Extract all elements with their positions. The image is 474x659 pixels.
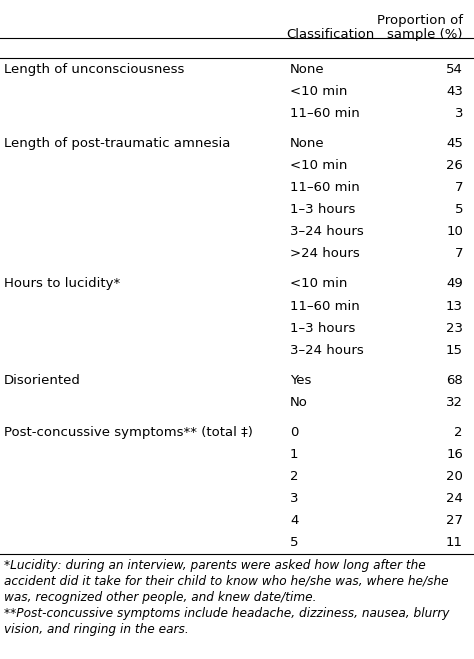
Text: Post-concussive symptoms** (total ‡): Post-concussive symptoms** (total ‡) — [4, 426, 253, 439]
Text: vision, and ringing in the ears.: vision, and ringing in the ears. — [4, 623, 189, 636]
Text: <10 min: <10 min — [290, 277, 347, 291]
Text: 20: 20 — [446, 470, 463, 483]
Text: Length of unconsciousness: Length of unconsciousness — [4, 63, 184, 76]
Text: 26: 26 — [446, 159, 463, 172]
Text: Hours to lucidity*: Hours to lucidity* — [4, 277, 120, 291]
Text: 2: 2 — [455, 426, 463, 439]
Text: was, recognized other people, and knew date/time.: was, recognized other people, and knew d… — [4, 591, 317, 604]
Text: No: No — [290, 396, 308, 409]
Text: 7: 7 — [455, 247, 463, 260]
Text: 11–60 min: 11–60 min — [290, 107, 360, 120]
Text: 15: 15 — [446, 344, 463, 357]
Text: 23: 23 — [446, 322, 463, 335]
Text: 10: 10 — [446, 225, 463, 238]
Text: None: None — [290, 63, 325, 76]
Text: 3–24 hours: 3–24 hours — [290, 344, 364, 357]
Text: Disoriented: Disoriented — [4, 374, 81, 387]
Text: 11–60 min: 11–60 min — [290, 181, 360, 194]
Text: 11: 11 — [446, 536, 463, 550]
Text: *Lucidity: during an interview, parents were asked how long after the: *Lucidity: during an interview, parents … — [4, 559, 426, 572]
Text: Length of post-traumatic amnesia: Length of post-traumatic amnesia — [4, 137, 230, 150]
Text: <10 min: <10 min — [290, 84, 347, 98]
Text: None: None — [290, 137, 325, 150]
Text: 32: 32 — [446, 396, 463, 409]
Text: Proportion of: Proportion of — [377, 14, 463, 27]
Text: 3–24 hours: 3–24 hours — [290, 225, 364, 238]
Text: 3: 3 — [455, 107, 463, 120]
Text: 16: 16 — [446, 448, 463, 461]
Text: 24: 24 — [446, 492, 463, 505]
Text: 68: 68 — [446, 374, 463, 387]
Text: 27: 27 — [446, 515, 463, 527]
Text: 13: 13 — [446, 299, 463, 312]
Text: 5: 5 — [455, 203, 463, 216]
Text: accident did it take for their child to know who he/she was, where he/she: accident did it take for their child to … — [4, 575, 448, 588]
Text: <10 min: <10 min — [290, 159, 347, 172]
Text: 0: 0 — [290, 426, 298, 439]
Text: 2: 2 — [290, 470, 299, 483]
Text: 43: 43 — [446, 84, 463, 98]
Text: **Post-concussive symptoms include headache, dizziness, nausea, blurry: **Post-concussive symptoms include heada… — [4, 607, 449, 620]
Text: 1: 1 — [290, 448, 299, 461]
Text: 7: 7 — [455, 181, 463, 194]
Text: >24 hours: >24 hours — [290, 247, 360, 260]
Text: 49: 49 — [446, 277, 463, 291]
Text: 5: 5 — [290, 536, 299, 550]
Text: 54: 54 — [446, 63, 463, 76]
Text: 4: 4 — [290, 515, 298, 527]
Text: 3: 3 — [290, 492, 299, 505]
Text: sample (%): sample (%) — [388, 28, 463, 41]
Text: 1–3 hours: 1–3 hours — [290, 322, 356, 335]
Text: 11–60 min: 11–60 min — [290, 299, 360, 312]
Text: 45: 45 — [446, 137, 463, 150]
Text: Classification: Classification — [286, 28, 374, 41]
Text: Yes: Yes — [290, 374, 311, 387]
Text: 1–3 hours: 1–3 hours — [290, 203, 356, 216]
